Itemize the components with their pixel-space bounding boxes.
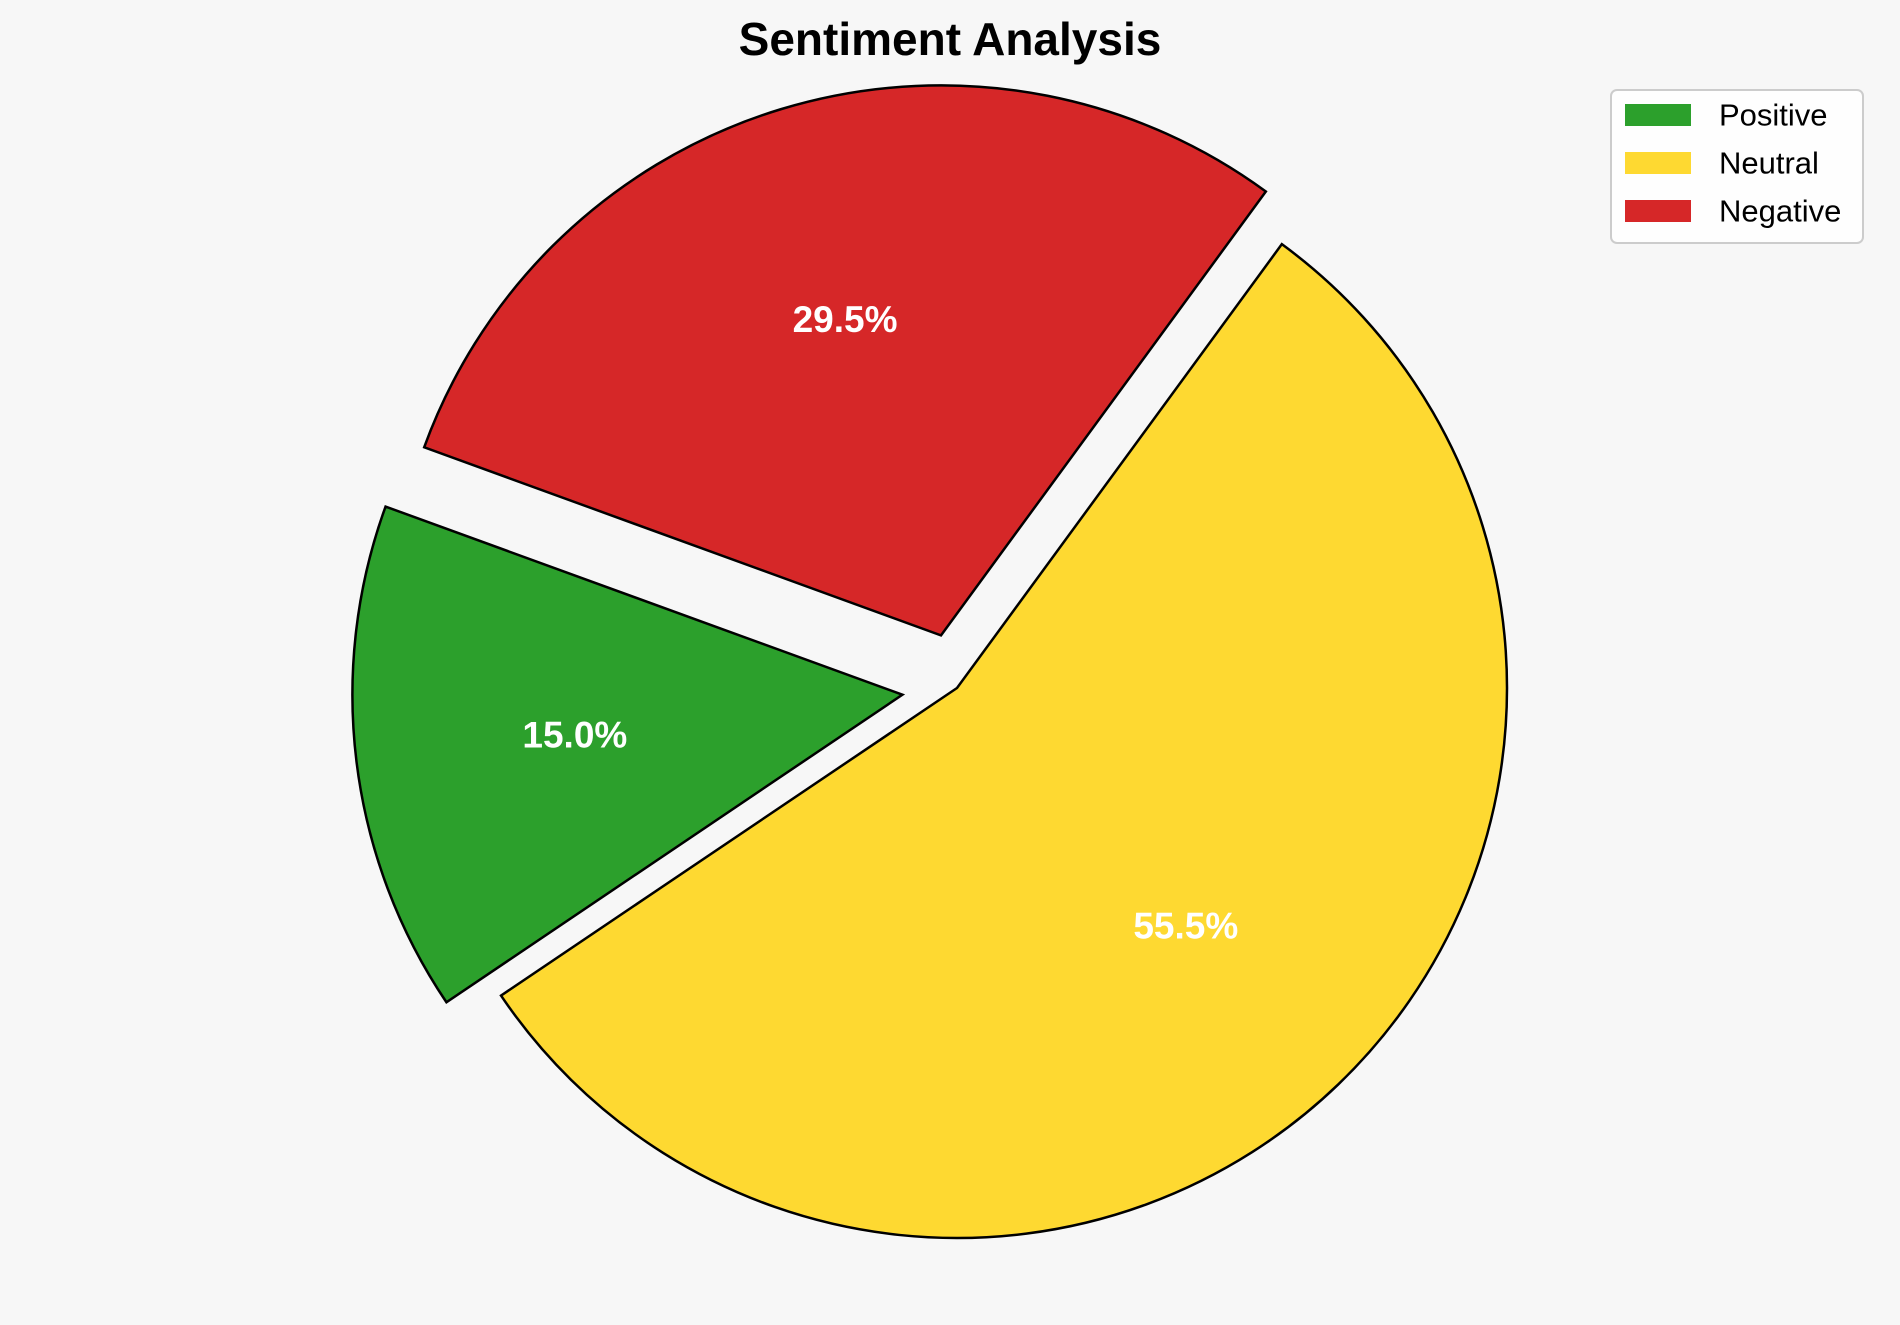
pie-label-positive: 15.0% [522,714,627,755]
pie-slices [351,84,1509,1240]
pie-slice-positive [351,504,906,1004]
legend-label-positive: Positive [1719,98,1828,133]
legend-swatch-positive [1625,104,1691,126]
legend: Positive Neutral Negative [1610,89,1864,244]
legend-label-negative: Negative [1719,194,1841,229]
chart-title: Sentiment Analysis [739,13,1162,65]
legend-swatch-negative [1625,200,1691,222]
pie-label-negative: 29.5% [793,299,898,340]
pie-slice-negative [422,84,1268,637]
pie-percent-labels: 15.0% 55.5% 29.5% [522,299,1238,946]
pie-label-neutral: 55.5% [1133,905,1238,946]
legend-label-neutral: Neutral [1719,146,1819,181]
pie-slice-neutral [499,242,1509,1240]
legend-swatch-neutral [1625,152,1691,174]
